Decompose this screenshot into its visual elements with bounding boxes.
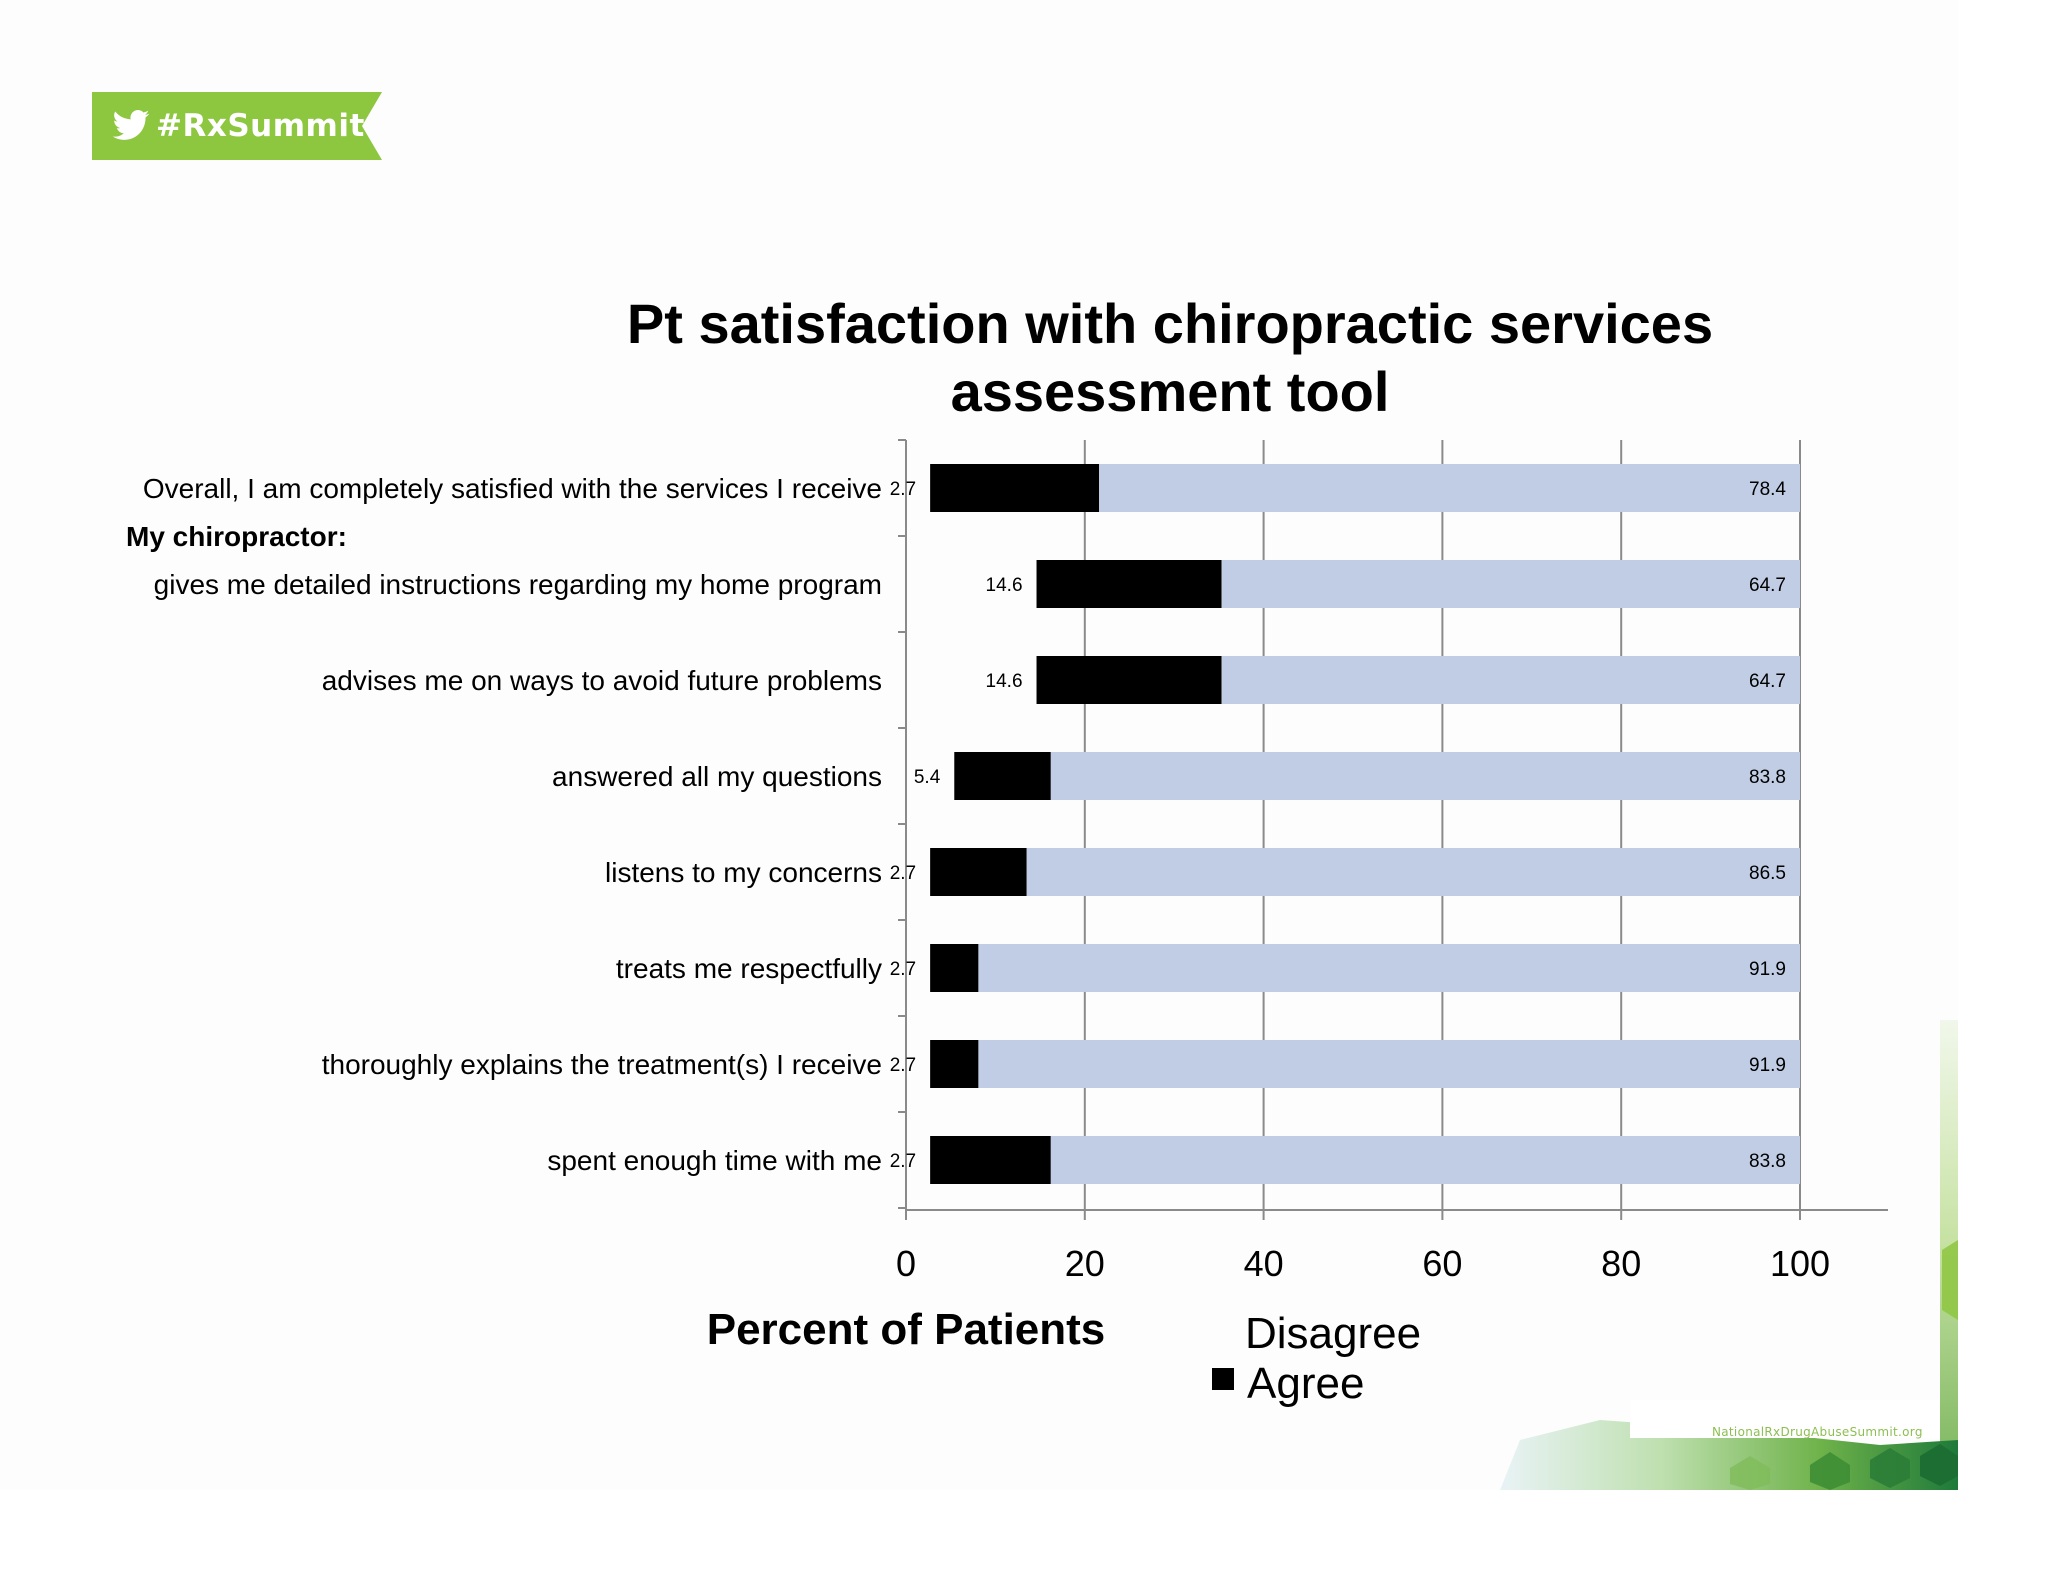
legend-swatch-agree <box>1212 1368 1234 1390</box>
offset-value-label: 5.4 <box>914 767 941 788</box>
chart-title: Pt satisfaction with chiropractic servic… <box>570 290 1770 426</box>
legend-label-agree: Agree <box>1247 1359 1364 1408</box>
badge-ribbon-shape <box>92 92 382 160</box>
bar-disagree-7 <box>1050 1136 1800 1184</box>
disagree-value-label: 91.9 <box>1749 959 1786 980</box>
category-label: gives me detailed instructions regarding… <box>154 569 882 600</box>
hashtag-label: #RxSummit <box>156 108 365 144</box>
category-label: Overall, I am completely satisfied with … <box>143 473 882 504</box>
bar-agree-3 <box>954 752 1051 800</box>
offset-value-label: 2.7 <box>890 1151 916 1172</box>
disagree-value-label: 83.8 <box>1749 767 1786 788</box>
disagree-value-label: 91.9 <box>1749 1055 1786 1076</box>
bar-disagree-5 <box>978 944 1800 992</box>
bar-disagree-1 <box>1221 560 1800 608</box>
bar-agree-2 <box>1036 656 1222 704</box>
disagree-value-label: 86.5 <box>1749 863 1786 884</box>
offset-value-label: 2.7 <box>890 959 916 980</box>
category-label: advises me on ways to avoid future probl… <box>322 665 882 696</box>
chart-title-line-2: assessment tool <box>950 360 1390 423</box>
slide-background <box>0 0 1958 1490</box>
category-label: listens to my concerns <box>605 857 882 888</box>
disagree-value-label: 83.8 <box>1749 1151 1786 1172</box>
disagree-value-label: 64.7 <box>1749 575 1786 596</box>
x-axis-title: Percent of Patients <box>707 1305 1106 1354</box>
bar-agree-4 <box>930 848 1027 896</box>
bar-disagree-2 <box>1221 656 1800 704</box>
bar-disagree-6 <box>978 1040 1800 1088</box>
x-tick-label: 0 <box>896 1243 916 1284</box>
offset-value-label: 14.6 <box>986 575 1023 596</box>
offset-value-label: 2.7 <box>890 1055 916 1076</box>
x-tick-label: 20 <box>1065 1243 1105 1284</box>
footer-hexagon-decoration <box>1500 1020 1958 1490</box>
category-label: treats me respectfully <box>616 953 882 984</box>
bar-agree-7 <box>930 1136 1051 1184</box>
category-label: thoroughly explains the treatment(s) I r… <box>322 1049 882 1080</box>
offset-value-label: 2.7 <box>890 863 916 884</box>
offset-value-label: 14.6 <box>986 671 1023 692</box>
twitter-bird-icon <box>112 110 150 140</box>
x-tick-label: 40 <box>1244 1243 1284 1284</box>
bar-disagree-4 <box>1026 848 1800 896</box>
legend-label-disagree: Disagree <box>1245 1309 1421 1358</box>
disagree-value-label: 78.4 <box>1749 479 1786 500</box>
chart-title-line-1: Pt satisfaction with chiropractic servic… <box>626 292 1714 355</box>
bar-disagree-3 <box>1050 752 1800 800</box>
bar-agree-6 <box>930 1040 979 1088</box>
hashtag-badge: #RxSummit <box>92 92 382 160</box>
x-tick-label: 80 <box>1601 1243 1641 1284</box>
x-tick-label: 60 <box>1422 1243 1462 1284</box>
bar-agree-1 <box>1036 560 1222 608</box>
footer-site-url: NationalRxDrugAbuseSummit.org <box>1712 1425 1923 1439</box>
disagree-value-label: 64.7 <box>1749 671 1786 692</box>
category-label: spent enough time with me <box>547 1145 882 1176</box>
group-heading: My chiropractor: <box>126 521 347 552</box>
category-label: answered all my questions <box>552 761 882 792</box>
offset-value-label: 2.7 <box>890 479 916 500</box>
bar-agree-5 <box>930 944 979 992</box>
x-tick-label: 100 <box>1770 1243 1830 1284</box>
bar-disagree-0 <box>1099 464 1800 512</box>
bar-agree-0 <box>930 464 1100 512</box>
